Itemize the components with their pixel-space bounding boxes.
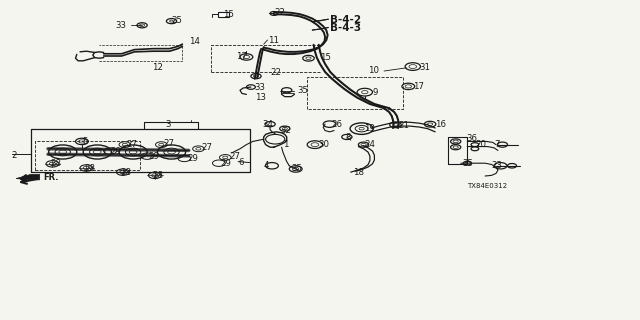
- Text: 21: 21: [398, 121, 409, 130]
- Text: 14: 14: [189, 37, 200, 46]
- Text: 11: 11: [268, 36, 278, 44]
- Text: 29: 29: [110, 147, 121, 156]
- Text: 4: 4: [264, 161, 269, 170]
- Text: B-4-3: B-4-3: [330, 23, 362, 33]
- Text: 36: 36: [466, 134, 477, 143]
- Text: B-4-2: B-4-2: [330, 15, 362, 25]
- Text: 22: 22: [270, 68, 281, 76]
- Text: 34: 34: [262, 120, 273, 129]
- Text: 9: 9: [372, 88, 378, 97]
- Text: 6: 6: [238, 158, 244, 167]
- Text: 18: 18: [353, 168, 364, 177]
- Text: 25: 25: [172, 16, 182, 25]
- Text: TX84E0312: TX84E0312: [467, 183, 508, 188]
- Text: 15: 15: [223, 10, 234, 19]
- Text: 35: 35: [462, 159, 473, 168]
- Text: FR.: FR.: [44, 173, 59, 182]
- Text: 35: 35: [298, 86, 308, 95]
- Text: 2: 2: [12, 151, 17, 160]
- Text: 22: 22: [274, 8, 285, 17]
- Text: 13: 13: [255, 93, 266, 102]
- Text: 23: 23: [492, 161, 502, 170]
- Text: 29: 29: [221, 159, 232, 168]
- FancyBboxPatch shape: [218, 12, 229, 17]
- Text: 27: 27: [163, 139, 174, 148]
- Text: 17: 17: [236, 52, 246, 60]
- Text: 31: 31: [420, 63, 431, 72]
- Text: 33: 33: [116, 21, 127, 30]
- Text: 10: 10: [368, 66, 379, 75]
- Text: 28: 28: [50, 159, 61, 168]
- Text: 32: 32: [280, 126, 291, 135]
- Text: 27: 27: [202, 143, 212, 152]
- Text: 29: 29: [187, 154, 198, 163]
- Text: 3: 3: [165, 120, 171, 129]
- Text: 27: 27: [127, 140, 138, 149]
- Text: 30: 30: [319, 140, 330, 148]
- Text: 17: 17: [413, 82, 424, 91]
- Text: 1: 1: [283, 140, 289, 149]
- Text: 27: 27: [229, 152, 240, 161]
- Polygon shape: [16, 174, 40, 180]
- Text: 12: 12: [152, 63, 163, 72]
- Text: 16: 16: [435, 120, 446, 129]
- Text: 7: 7: [494, 140, 500, 149]
- Text: 26: 26: [332, 120, 342, 129]
- Text: 28: 28: [84, 164, 95, 172]
- Text: 33: 33: [255, 83, 266, 92]
- Text: 29: 29: [148, 152, 159, 161]
- Text: 8: 8: [346, 133, 351, 142]
- Text: 5: 5: [82, 137, 88, 146]
- Text: 28: 28: [120, 168, 131, 177]
- Text: 35: 35: [291, 164, 302, 173]
- Text: 20: 20: [475, 140, 486, 149]
- Text: 28: 28: [152, 171, 163, 180]
- Text: 24: 24: [365, 140, 376, 149]
- Text: 19: 19: [364, 124, 374, 132]
- Text: 15: 15: [320, 53, 331, 62]
